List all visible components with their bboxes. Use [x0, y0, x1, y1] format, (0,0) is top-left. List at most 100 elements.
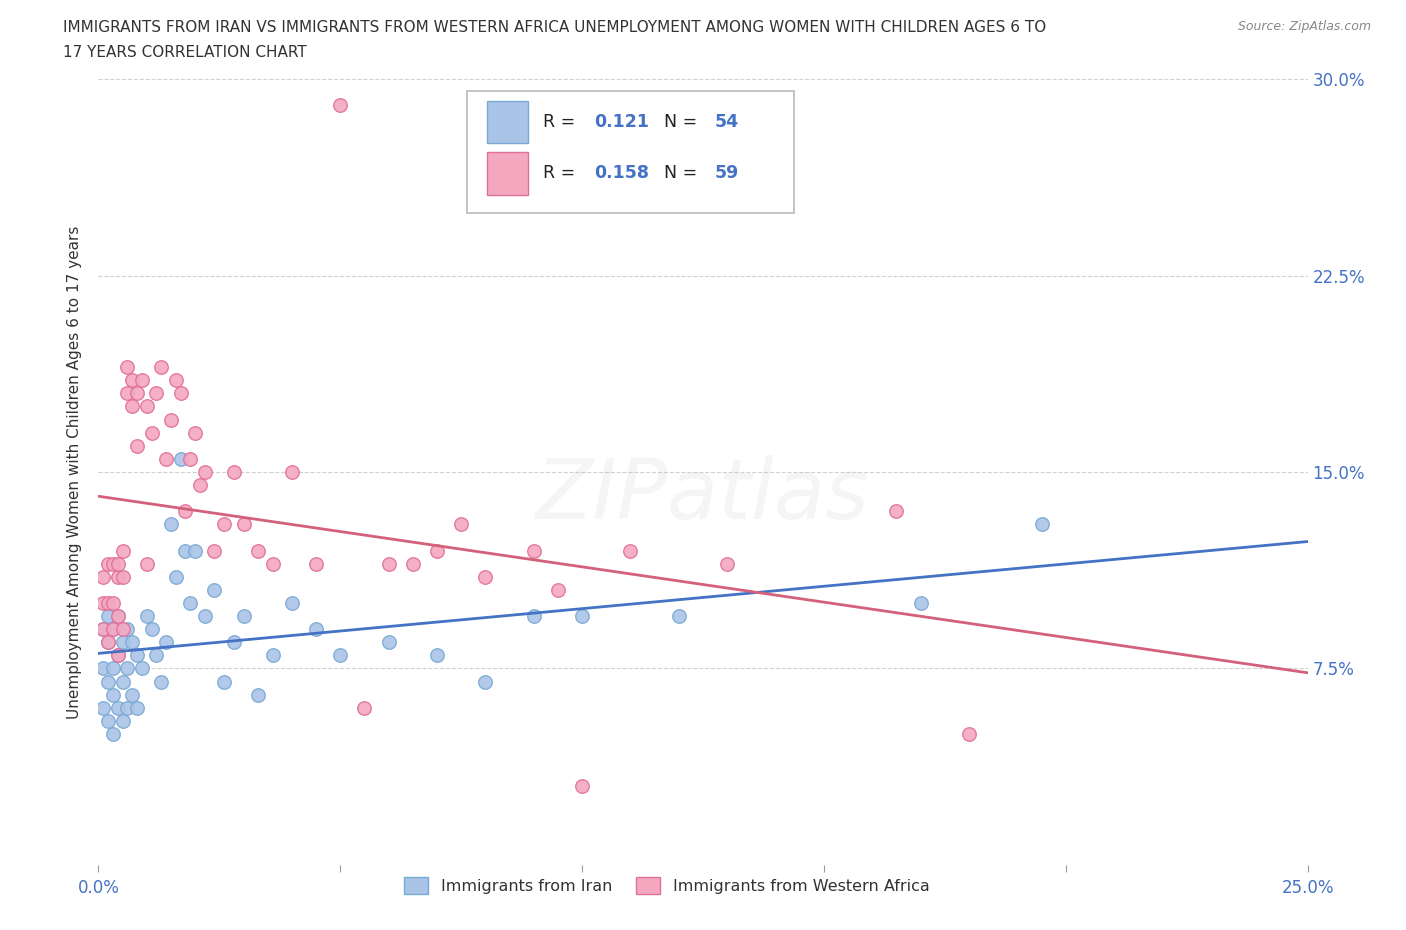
- Point: [107, 648, 129, 663]
- Text: IMMIGRANTS FROM IRAN VS IMMIGRANTS FROM WESTERN AFRICA UNEMPLOYMENT AMONG WOMEN : IMMIGRANTS FROM IRAN VS IMMIGRANTS FROM …: [63, 20, 1046, 35]
- Point: [281, 595, 304, 610]
- Point: [97, 635, 120, 650]
- Point: [194, 608, 217, 623]
- Point: [716, 556, 738, 571]
- Text: R =: R =: [543, 165, 581, 182]
- Point: [179, 595, 201, 610]
- Point: [353, 700, 375, 715]
- Point: [111, 621, 134, 636]
- Point: [97, 674, 120, 689]
- Point: [184, 425, 207, 440]
- Point: [131, 661, 153, 676]
- Point: [117, 360, 139, 375]
- Point: [523, 608, 546, 623]
- Point: [169, 451, 191, 466]
- Point: [91, 621, 114, 636]
- Point: [107, 569, 129, 584]
- Point: [121, 635, 143, 650]
- Point: [150, 360, 173, 375]
- Legend: Immigrants from Iran, Immigrants from Western Africa: Immigrants from Iran, Immigrants from We…: [398, 870, 936, 900]
- Point: [232, 608, 254, 623]
- Point: [101, 556, 124, 571]
- Point: [450, 517, 472, 532]
- Point: [184, 543, 207, 558]
- FancyBboxPatch shape: [486, 101, 527, 143]
- Point: [160, 412, 183, 427]
- Point: [165, 569, 187, 584]
- Point: [91, 700, 114, 715]
- Text: 59: 59: [716, 165, 740, 182]
- Point: [127, 648, 149, 663]
- Text: N =: N =: [664, 113, 703, 131]
- Point: [305, 556, 328, 571]
- Point: [131, 373, 153, 388]
- Point: [222, 635, 245, 650]
- Text: 0.158: 0.158: [595, 165, 650, 182]
- FancyBboxPatch shape: [467, 91, 793, 213]
- Point: [135, 608, 157, 623]
- Point: [160, 517, 183, 532]
- Point: [107, 608, 129, 623]
- Point: [97, 556, 120, 571]
- Text: ZIPatlas: ZIPatlas: [536, 455, 870, 536]
- Point: [377, 556, 399, 571]
- Point: [111, 543, 134, 558]
- Y-axis label: Unemployment Among Women with Children Ages 6 to 17 years: Unemployment Among Women with Children A…: [67, 225, 83, 719]
- Point: [910, 595, 932, 610]
- Point: [107, 556, 129, 571]
- Point: [121, 373, 143, 388]
- Point: [247, 543, 270, 558]
- Point: [97, 595, 120, 610]
- Point: [117, 661, 139, 676]
- Point: [141, 621, 163, 636]
- Point: [474, 674, 496, 689]
- Point: [111, 713, 134, 728]
- Text: Source: ZipAtlas.com: Source: ZipAtlas.com: [1237, 20, 1371, 33]
- Point: [523, 543, 546, 558]
- Point: [174, 504, 197, 519]
- Point: [121, 687, 143, 702]
- Point: [145, 386, 167, 401]
- Point: [101, 687, 124, 702]
- Point: [377, 635, 399, 650]
- Point: [107, 608, 129, 623]
- Point: [121, 399, 143, 414]
- Point: [281, 464, 304, 480]
- Point: [111, 674, 134, 689]
- Point: [97, 635, 120, 650]
- Point: [101, 621, 124, 636]
- Point: [169, 386, 191, 401]
- Point: [619, 543, 641, 558]
- Point: [91, 569, 114, 584]
- Point: [135, 399, 157, 414]
- Point: [402, 556, 425, 571]
- Point: [426, 648, 449, 663]
- Point: [91, 595, 114, 610]
- Point: [117, 700, 139, 715]
- Point: [247, 687, 270, 702]
- Point: [101, 621, 124, 636]
- Point: [117, 386, 139, 401]
- Point: [107, 648, 129, 663]
- Point: [111, 635, 134, 650]
- Point: [212, 517, 235, 532]
- Point: [329, 98, 352, 113]
- Point: [107, 700, 129, 715]
- Point: [101, 595, 124, 610]
- Point: [155, 635, 177, 650]
- Point: [97, 608, 120, 623]
- Point: [188, 478, 211, 493]
- Point: [305, 621, 328, 636]
- FancyBboxPatch shape: [486, 153, 527, 194]
- Point: [127, 438, 149, 453]
- Text: 54: 54: [716, 113, 740, 131]
- Point: [127, 700, 149, 715]
- Text: N =: N =: [664, 165, 703, 182]
- Point: [204, 543, 226, 558]
- Point: [668, 608, 690, 623]
- Point: [222, 464, 245, 480]
- Point: [547, 582, 569, 597]
- Point: [212, 674, 235, 689]
- Point: [179, 451, 201, 466]
- Point: [262, 648, 284, 663]
